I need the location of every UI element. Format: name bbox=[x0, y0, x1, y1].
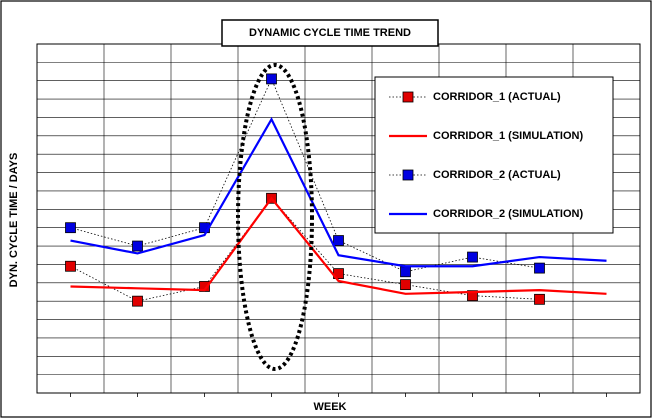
marker bbox=[132, 295, 143, 307]
x-axis-label: WEEK bbox=[314, 401, 347, 413]
marker bbox=[266, 73, 277, 85]
title-box bbox=[221, 19, 439, 47]
marker bbox=[534, 262, 545, 274]
legend-label: CORRIDOR_1 (ACTUAL) bbox=[433, 91, 561, 103]
marker bbox=[400, 266, 411, 278]
marker bbox=[534, 293, 545, 305]
marker bbox=[333, 235, 344, 246]
marker bbox=[65, 222, 76, 234]
marker bbox=[400, 279, 411, 291]
marker bbox=[132, 240, 143, 252]
marker bbox=[467, 251, 478, 263]
series-line bbox=[70, 77, 540, 273]
legend-box bbox=[374, 76, 614, 234]
series-line bbox=[70, 197, 540, 302]
marker bbox=[199, 281, 210, 292]
legend-label: CORRIDOR_2 (ACTUAL) bbox=[433, 169, 561, 181]
chart-title: DYNAMIC CYCLE TIME TREND bbox=[249, 27, 411, 39]
marker bbox=[65, 260, 76, 272]
marker bbox=[467, 290, 478, 302]
legend-label: CORRIDOR_2 (SIMULATION) bbox=[433, 208, 583, 220]
y-axis-label: DYN. CYCLE TIME / DAYS bbox=[8, 153, 20, 288]
marker bbox=[402, 169, 414, 181]
highlight-ellipse bbox=[236, 63, 314, 371]
legend-label: CORRIDOR_1 (SIMULATION) bbox=[433, 130, 583, 142]
series-line bbox=[70, 116, 607, 268]
marker bbox=[402, 91, 414, 103]
series-line bbox=[70, 196, 607, 295]
legend: CORRIDOR_1 (ACTUAL) CORRIDOR_1 (SIMULATIO… bbox=[374, 76, 614, 234]
